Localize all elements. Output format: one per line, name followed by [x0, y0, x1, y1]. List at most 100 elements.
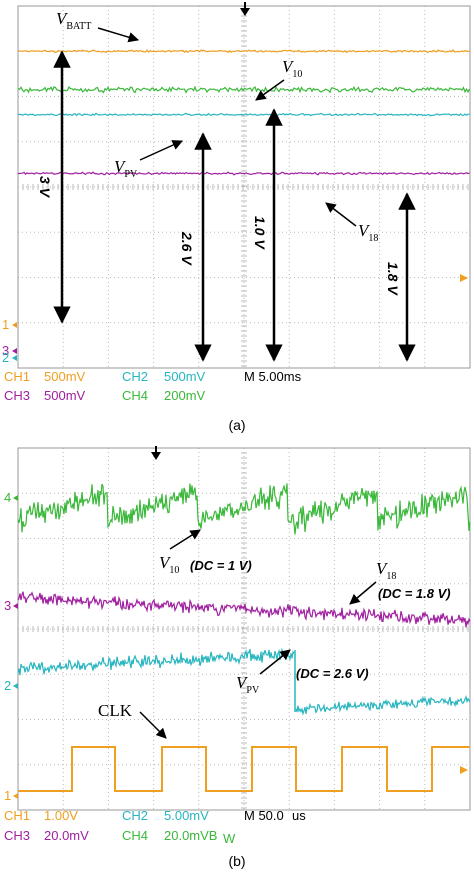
panel-b-grid-dot — [424, 636, 426, 637]
panel-b-grid-dot — [424, 748, 426, 749]
panel-b-grid-dot — [379, 780, 381, 781]
panel-b-grid-dot — [379, 776, 381, 777]
panel-a-grid-dot — [134, 186, 135, 188]
panel-a-grid-dot — [318, 277, 319, 278]
panel-b-grid-dot — [243, 788, 245, 789]
panel-b-grid-dot — [153, 456, 155, 457]
panel-b-grid-dot — [107, 632, 109, 633]
panel-a-grid-dot — [107, 270, 109, 271]
panel-b-grid-dot — [254, 538, 255, 539]
panel-a-grid-dot — [210, 96, 211, 97]
panel-b-grid-dot — [66, 764, 67, 766]
panel-b-grid-dot — [330, 764, 331, 766]
panel-a-grid-dot — [333, 254, 335, 255]
panel-b-grid-dot — [424, 548, 426, 549]
panel-b-grid-dot — [102, 538, 103, 539]
label-vbatt: VBATT — [56, 9, 91, 32]
panel-a-grid-dot — [74, 231, 75, 233]
panel-a-grid-dot — [38, 96, 39, 97]
panel-a-grid-dot — [362, 141, 363, 143]
panel-a-grid-dot — [243, 58, 245, 59]
panel-b-grid-dot — [62, 552, 64, 553]
panel-b-grid-dot — [424, 584, 426, 585]
panel-b-grid-dot — [38, 628, 39, 630]
panel-a-grid-dot — [243, 158, 245, 159]
panel-a-grid-dot — [153, 22, 155, 23]
panel-a-grid-dot — [424, 206, 426, 207]
panel-b-grid-dot — [230, 764, 231, 766]
panel-b-grid-dot — [288, 772, 290, 773]
panel-a-grid-dot — [122, 96, 123, 97]
panel-b-grid-dot — [442, 764, 443, 766]
panel-a-grid-dot — [379, 82, 381, 83]
panel-a-grid-dot — [333, 270, 335, 271]
panel-a-grid-dot — [326, 186, 327, 188]
panel-b-grid-dot — [190, 583, 191, 585]
panel-a-grid-dot — [430, 141, 431, 143]
panel-b-grid-dot — [186, 719, 187, 720]
panel-a-grid-dot — [153, 46, 155, 47]
panel-a-grid-dot — [333, 158, 335, 159]
panel-a-grid-dot — [222, 231, 223, 233]
panel-b-grid-dot — [62, 764, 64, 765]
panel-a-grid-dot — [346, 141, 347, 143]
panel-b-grid-dot — [198, 792, 200, 793]
panel-a-grid-dot — [198, 150, 200, 151]
panel-b-grid-dot — [178, 628, 179, 630]
panel-a-grid-dot — [62, 14, 64, 15]
panel-b-grid-dot — [346, 719, 347, 720]
panel-b-grid-dot — [333, 724, 335, 725]
panel-b-grid-dot — [379, 544, 381, 545]
panel-b-grid-dot — [426, 492, 427, 494]
panel-b-grid-dot — [198, 496, 200, 497]
panel-a-grid-dot — [333, 170, 335, 171]
panel-a-grid-dot — [378, 96, 379, 97]
panel-a-grid-dot — [198, 350, 200, 351]
panel-a-grid-dot — [153, 174, 155, 175]
panel-b-grid-dot — [362, 628, 363, 630]
panel-b-grid-dot — [243, 480, 245, 481]
panel-b-grid-dot — [107, 656, 109, 657]
panel-b-grid-dot — [288, 504, 290, 505]
panel-a-grid-dot — [153, 162, 155, 163]
panel-a-grid-dot — [243, 70, 245, 71]
panel-b-grid-dot — [153, 692, 155, 693]
panel-b-grid-dot — [138, 764, 139, 766]
panel-a-grid-dot — [422, 322, 423, 324]
panel-b-grid-dot — [422, 673, 423, 675]
panel-a-grid-dot — [424, 186, 426, 187]
panel-b-grid-dot — [382, 628, 383, 630]
panel-b-grid-dot — [333, 560, 335, 561]
panel-b-grid-dot — [107, 616, 109, 617]
panel-b-grid-dot — [454, 538, 455, 539]
panel-b-grid-dot — [162, 492, 163, 494]
panel-a-grid-dot — [153, 262, 155, 263]
panel-a-grid-dot — [322, 231, 323, 233]
panel-b-grid-dot — [90, 719, 91, 720]
panel-a-grid-dot — [438, 231, 439, 233]
panel-b-grid-dot — [158, 492, 159, 494]
panel-b-grid-dot — [243, 744, 245, 745]
panel-b-grid-dot — [126, 764, 127, 766]
panel-b-grid-dot — [153, 708, 155, 709]
panel-b-grid-dot — [288, 508, 290, 509]
panel-b-grid-dot — [424, 452, 426, 453]
panel-a-grid-dot — [118, 141, 119, 143]
panel-a-grid-dot — [106, 231, 107, 233]
measurement-3v: 3 V — [37, 176, 53, 199]
panel-b-grid-dot — [54, 628, 55, 630]
panel-b-grid-dot — [198, 688, 200, 689]
panel-b-grid-dot — [62, 696, 64, 697]
panel-a-grid-dot — [198, 22, 200, 23]
panel-b-grid-dot — [342, 538, 343, 539]
panel-b-grid-dot — [198, 584, 200, 585]
panel-a-grid-dot — [234, 231, 235, 233]
panel-a-grid-dot — [326, 277, 327, 278]
panel-b-grid-dot — [322, 628, 323, 630]
panel-b-grid-dot — [107, 456, 109, 457]
panel-a-grid-dot — [333, 218, 335, 219]
panel-a-grid-dot — [162, 277, 163, 278]
panel-b-grid-dot — [378, 583, 379, 585]
panel-a-grid-dot — [366, 96, 367, 97]
panel-a-grid-dot — [326, 322, 327, 324]
